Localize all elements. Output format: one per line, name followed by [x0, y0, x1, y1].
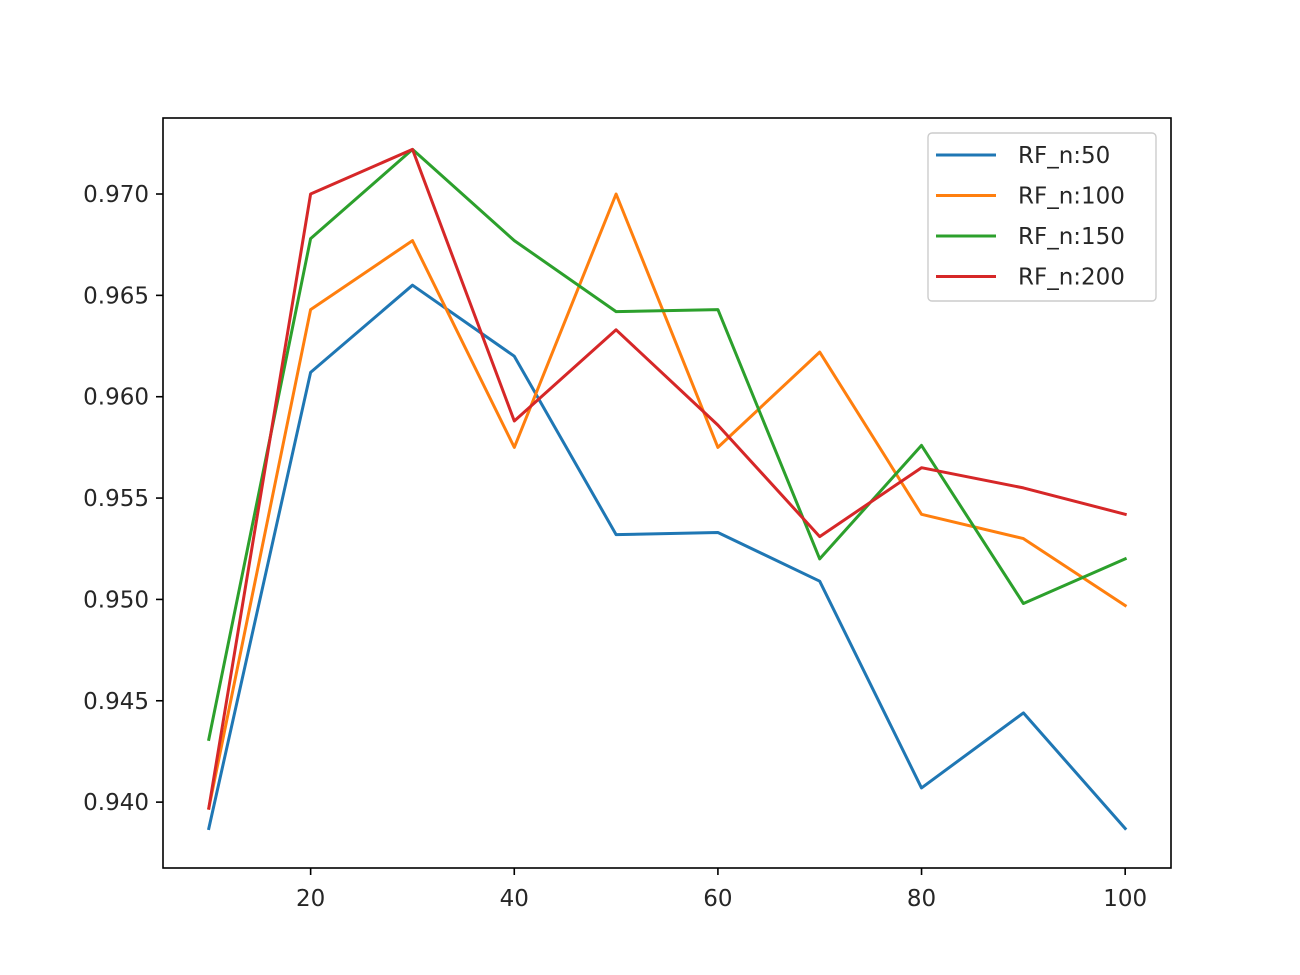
series-line-2	[207, 147, 1128, 742]
legend-label: RF_n:150	[1018, 224, 1125, 250]
y-tick-label: 0.960	[83, 385, 149, 411]
y-tick-label: 0.970	[83, 182, 149, 208]
y-tick-label: 0.950	[83, 587, 149, 613]
legend-label: RF_n:200	[1018, 265, 1125, 291]
x-tick-label: 60	[703, 886, 732, 912]
x-tick-label: 20	[296, 886, 325, 912]
y-tick-label: 0.940	[83, 790, 149, 816]
y-tick-label: 0.965	[83, 283, 149, 309]
legend-label: RF_n:50	[1018, 143, 1110, 169]
y-axis: 0.940 0.945 0.950 0.955 0.960 0.965 0.970	[83, 182, 163, 816]
plot-frame	[162, 117, 1172, 869]
plot-lines	[207, 147, 1128, 831]
series-line-0	[207, 283, 1128, 831]
legend-label: RF_n:100	[1018, 184, 1125, 210]
x-axis: 20 40 60 80 100	[296, 868, 1147, 912]
legend-box	[927, 132, 1157, 302]
y-tick-label: 0.955	[83, 486, 149, 512]
series-line-3	[207, 147, 1128, 810]
legend: RF_n:50 RF_n:100 RF_n:150 RF_n:200	[927, 132, 1157, 302]
x-tick-label: 40	[500, 886, 529, 912]
y-tick-label: 0.945	[83, 689, 149, 715]
x-tick-label: 100	[1103, 886, 1147, 912]
x-tick-label: 80	[907, 886, 936, 912]
